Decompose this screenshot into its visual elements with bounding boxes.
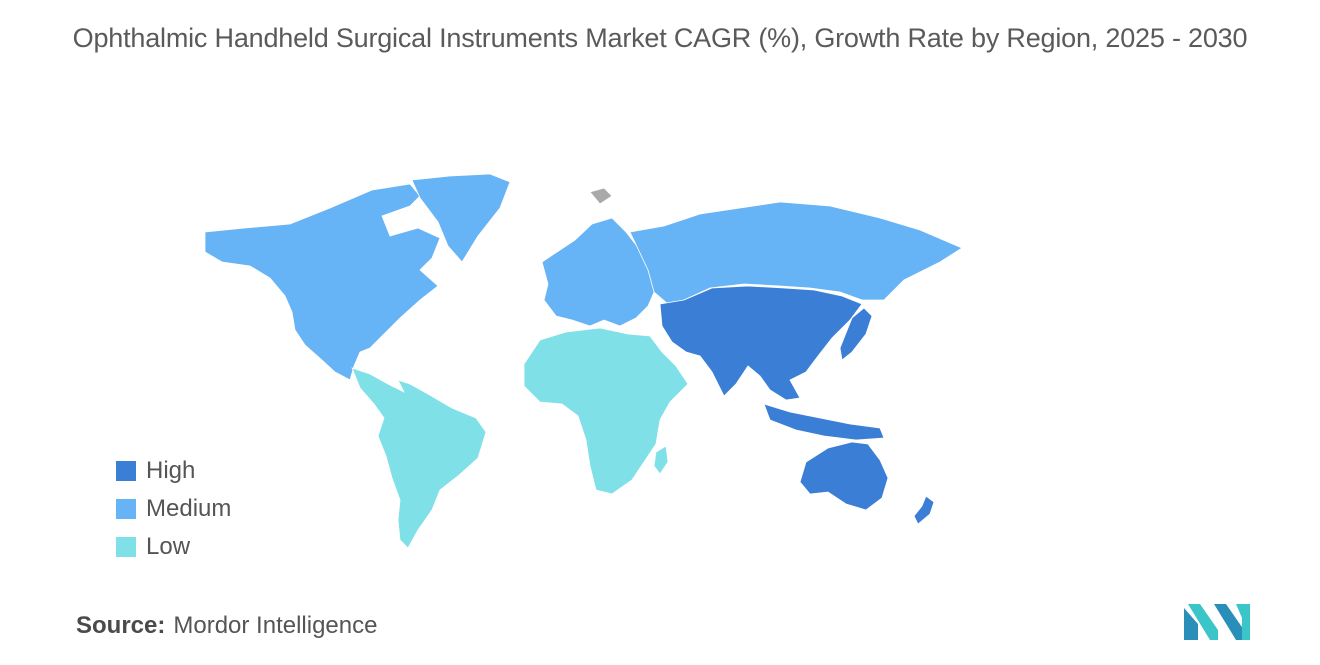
source-label: Source: <box>76 612 166 639</box>
legend-swatch-high <box>116 461 136 481</box>
region-europe <box>541 217 656 327</box>
mordor-intelligence-logo-icon <box>1184 604 1250 640</box>
region-no-data-svalbard <box>589 187 613 205</box>
legend-swatch-low <box>116 537 136 557</box>
legend-item-high: High <box>116 452 231 490</box>
region-north-america <box>204 183 441 381</box>
region-australia <box>799 441 889 511</box>
legend-item-low: Low <box>116 528 231 566</box>
legend: High Medium Low <box>116 452 231 566</box>
region-new-zealand <box>913 495 935 525</box>
region-asia-pacific <box>659 285 863 401</box>
region-madagascar <box>653 445 669 475</box>
chart-title: Ophthalmic Handheld Surgical Instruments… <box>72 23 1248 53</box>
legend-label-high: High <box>146 457 196 484</box>
region-middle-east-africa <box>523 327 689 495</box>
legend-label-low: Low <box>146 533 191 560</box>
legend-item-medium: Medium <box>116 490 231 528</box>
legend-label-medium: Medium <box>146 495 232 522</box>
region-greenland <box>411 173 511 263</box>
source-line: Source: Mordor Intelligence <box>76 612 377 640</box>
source-value: Mordor Intelligence <box>173 612 378 639</box>
region-japan <box>839 307 873 361</box>
region-latin-america <box>351 367 487 549</box>
legend-swatch-medium <box>116 499 136 519</box>
region-southeast-asia-islands <box>763 403 885 441</box>
